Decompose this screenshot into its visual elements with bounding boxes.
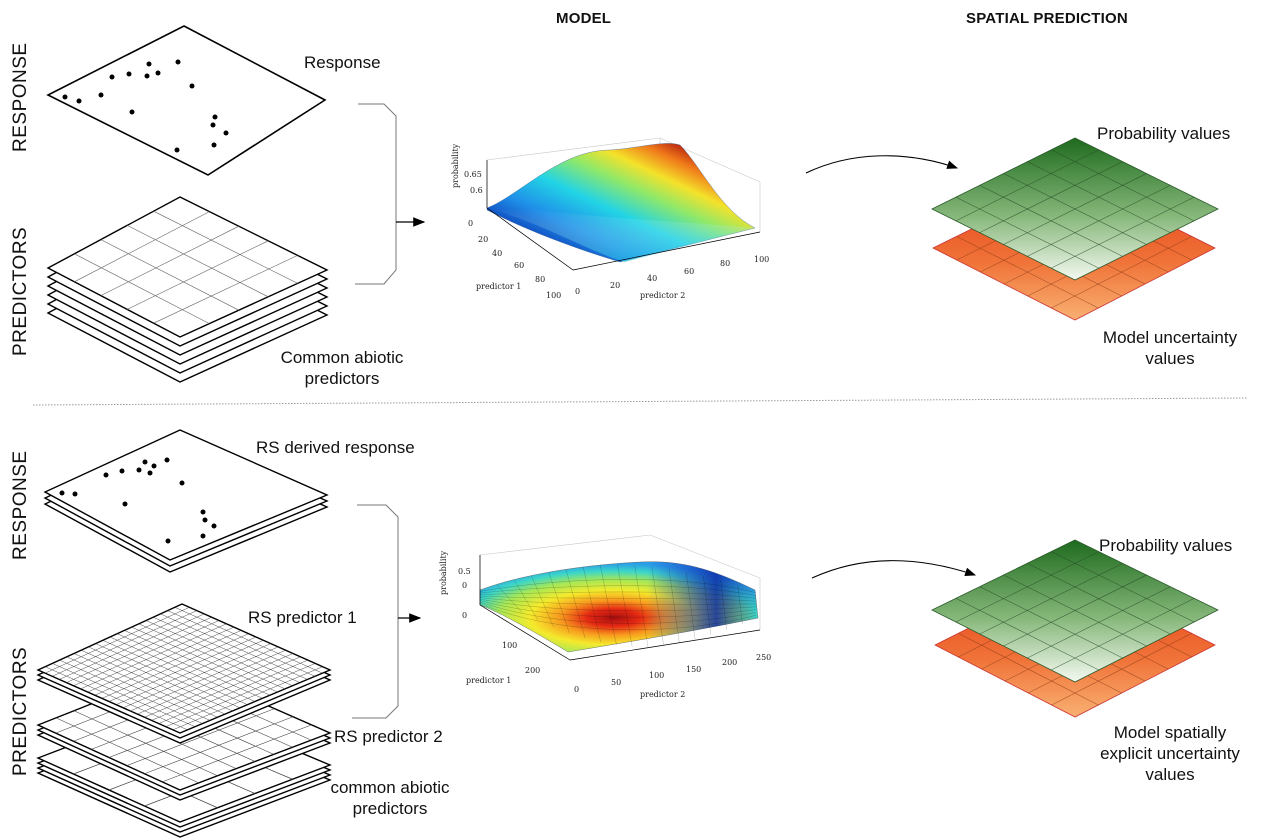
top-x-axis-label: predictor 1 <box>476 282 521 291</box>
top-x-tick-0: 0 <box>468 219 473 228</box>
response-label: Response <box>304 53 381 72</box>
bottom-y-tick-100: 100 <box>649 671 664 680</box>
top-probability-values-label: Probability values <box>1097 124 1231 143</box>
top-connector <box>355 103 426 285</box>
top-x-tick-80: 80 <box>535 275 545 284</box>
common-abiotic-line-2: predictors <box>304 369 380 388</box>
top-model-uncertainty-label: Model uncertainty values <box>1080 327 1260 369</box>
bottom-connector <box>352 504 422 719</box>
bottom-y-axis-label: predictor 2 <box>640 690 685 699</box>
model-header: MODEL <box>556 10 612 27</box>
bottom-surface-plot: probability 0.5 0 0 100 200 predictor 1 … <box>439 534 771 699</box>
top-z-tick-065: 0.65 <box>464 170 482 179</box>
bottom-x-tick-0: 0 <box>462 611 467 620</box>
spatial-uncertainty-line-1: Model spatially <box>1113 723 1227 742</box>
spatial-uncertainty-line-3: values <box>1145 765 1195 784</box>
spatial-prediction-header: SPATIAL PREDICTION <box>966 10 1128 27</box>
top-y-tick-60: 60 <box>684 267 694 276</box>
bottom-y-tick-200: 200 <box>722 658 737 667</box>
top-x-tick-60: 60 <box>514 261 524 270</box>
common-abiotic-predictors-label: Common abiotic predictors <box>262 347 422 389</box>
section-separator <box>32 397 1249 406</box>
top-y-tick-0: 0 <box>575 287 580 296</box>
rs-predictor-1-label: RS predictor 1 <box>248 608 357 627</box>
top-x-tick-20: 20 <box>478 235 488 244</box>
bottom-z-tick-05: 0.5 <box>458 567 471 576</box>
bottom-y-tick-50: 50 <box>611 678 621 687</box>
bottom-z-tick-0: 0 <box>462 581 467 590</box>
bottom-response-points <box>59 457 217 544</box>
bottom-y-tick-250: 250 <box>756 653 771 662</box>
bottom-probability-values-label: Probability values <box>1099 536 1233 555</box>
bottom-y-tick-150: 150 <box>686 665 701 674</box>
top-surface-plot: probability 0.65 0.6 0 20 40 60 80 100 p… <box>451 137 769 300</box>
bottom-common-abiotic-line-2: predictors <box>352 799 428 818</box>
rs-derived-response-label: RS derived response <box>256 438 415 457</box>
bottom-x-axis-label: predictor 1 <box>466 676 511 685</box>
common-abiotic-line-1: Common abiotic <box>280 348 404 367</box>
bottom-x-tick-200: 200 <box>525 666 540 675</box>
model-uncertainty-line-2: values <box>1145 349 1195 368</box>
bottom-z-axis-label: probability <box>439 550 448 595</box>
bottom-common-abiotic-label: common abiotic predictors <box>305 777 475 819</box>
bottom-model-uncertainty-label: Model spatially explicit uncertainty val… <box>1085 722 1255 785</box>
spatial-uncertainty-line-2: explicit uncertainty <box>1100 744 1240 763</box>
top-x-tick-40: 40 <box>492 249 502 258</box>
top-y-tick-100: 100 <box>754 255 769 264</box>
top-x-tick-100: 100 <box>546 291 561 300</box>
top-predictor-stack <box>46 196 329 383</box>
bottom-x-tick-100: 100 <box>502 641 517 650</box>
top-y-tick-20: 20 <box>610 281 620 290</box>
top-probability-layer <box>931 137 1219 281</box>
bottom-y-tick-0: 0 <box>574 685 579 694</box>
bottom-curved-arrow <box>811 560 977 579</box>
bottom-common-abiotic-line-1: common abiotic <box>330 778 450 797</box>
top-y-tick-40: 40 <box>647 274 657 283</box>
top-predictor-layer-1 <box>46 196 329 338</box>
top-curved-arrow <box>805 155 959 174</box>
top-response-points <box>62 59 229 153</box>
top-z-axis-label: probability <box>451 143 460 188</box>
top-z-tick-06: 0.6 <box>470 186 483 195</box>
bottom-response-stack <box>43 429 329 573</box>
rs-predictor-2-label: RS predictor 2 <box>334 727 443 746</box>
rs-predictor-1-stack <box>36 603 332 744</box>
model-uncertainty-line-1: Model uncertainty <box>1102 328 1238 347</box>
top-y-axis-label: predictor 2 <box>640 291 685 300</box>
rs-predictor-1-layer-1 <box>36 603 332 734</box>
rs-response-layer-1 <box>43 429 329 561</box>
top-response-layer <box>46 25 327 176</box>
top-y-tick-80: 80 <box>720 259 730 268</box>
bottom-probability-layer <box>931 539 1219 683</box>
